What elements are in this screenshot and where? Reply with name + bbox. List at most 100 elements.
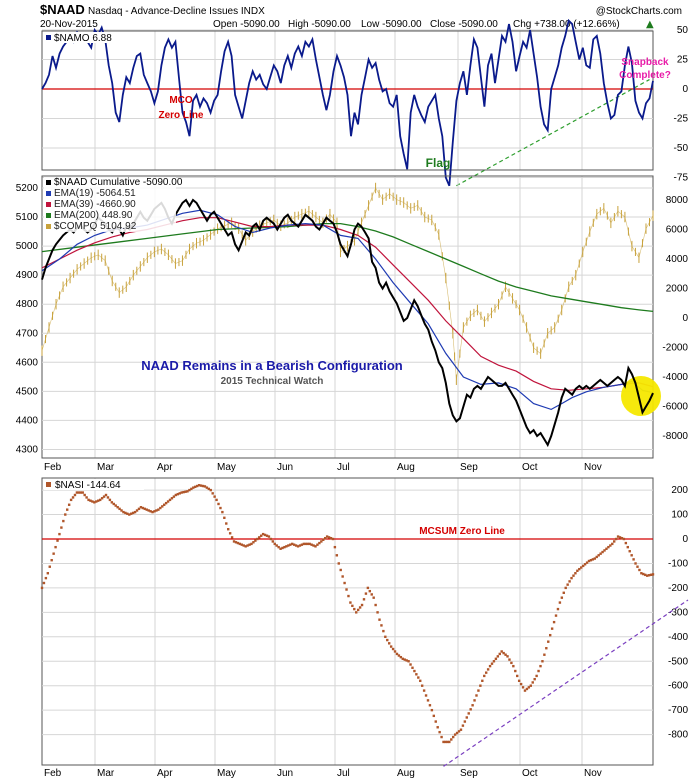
nasi-point	[289, 543, 292, 546]
nasi-point	[628, 550, 631, 553]
naad-left-tick-label: 5200	[16, 183, 39, 194]
naad-legend-swatch	[46, 213, 51, 218]
nasi-point	[291, 542, 294, 546]
nasi-point	[217, 502, 220, 506]
nasi-point	[341, 575, 344, 578]
nasi-month-label-oct: Oct	[522, 768, 538, 779]
nasi-point	[67, 503, 71, 506]
ohlc-low: Low -5090.00	[361, 19, 422, 30]
nasi-point	[486, 668, 490, 671]
nasi-point	[223, 516, 226, 520]
namo-tick-label: 50	[677, 25, 689, 36]
nasi-point	[267, 535, 271, 538]
nasi-point	[492, 660, 496, 663]
nasi-point	[366, 586, 370, 590]
nasi-point	[521, 686, 525, 689]
nasi-point	[417, 676, 420, 679]
nasi-point	[360, 603, 364, 607]
nasi-point	[298, 544, 302, 547]
nasi-point	[248, 543, 251, 546]
nasi-point	[265, 534, 269, 537]
nasi-point	[422, 689, 426, 692]
nasi-point	[364, 592, 368, 595]
flag-annotation: Flag	[426, 156, 451, 170]
nasi-point	[548, 633, 552, 637]
nasi-point	[440, 735, 443, 739]
highlight-circle	[621, 376, 661, 416]
naad-annotation-title: NAAD Remains in a Bearish Configuration	[141, 358, 403, 373]
nasi-point	[296, 545, 300, 548]
nasi-point	[87, 498, 90, 502]
nasi-point	[343, 581, 346, 585]
nasi-point	[285, 545, 288, 548]
nasi-point	[318, 541, 321, 545]
nasi-point	[213, 495, 216, 498]
symbol-title: $NAAD	[40, 2, 85, 17]
nasi-point	[444, 740, 447, 744]
nasi-point	[203, 485, 207, 488]
nasi-point	[149, 510, 152, 513]
nasi-frame	[41, 477, 654, 766]
nasi-point	[147, 509, 150, 512]
nasi-point	[81, 491, 84, 494]
mcsum-zero-line-annotation: MCSUM Zero Line	[419, 526, 505, 537]
nasi-point	[566, 583, 569, 586]
nasi-month-label-nov: Nov	[584, 768, 602, 779]
naad-month-label-sep: Sep	[460, 462, 478, 473]
nasi-point	[479, 684, 482, 687]
nasi-point	[574, 572, 577, 575]
nasi-point	[498, 652, 501, 656]
nasi-point	[583, 563, 587, 566]
change-value: Chg +738.00 (+12.66%)	[513, 19, 620, 30]
nasi-point	[593, 557, 597, 560]
nasi-point	[323, 536, 327, 540]
nasi-point	[62, 519, 65, 523]
nasi-point	[554, 614, 558, 617]
naad-month-label-oct: Oct	[522, 462, 538, 473]
nasi-point	[234, 541, 238, 544]
nasi-point	[409, 663, 412, 666]
naad-month-label-mar: Mar	[97, 462, 115, 473]
nasi-point	[277, 545, 280, 549]
nasi-tick-label: -600	[668, 681, 688, 692]
nasi-point	[453, 733, 457, 736]
naad-left-tick-label: 5000	[16, 241, 39, 252]
nasi-point	[356, 608, 360, 612]
nasi-point	[484, 671, 488, 674]
nasi-point	[114, 504, 117, 507]
snapback-complete-annotation: Complete?	[619, 70, 671, 81]
naad-left-tick-label: 4400	[16, 415, 39, 426]
nasi-point	[310, 543, 313, 546]
nasi-point	[178, 492, 181, 495]
mco-annotation: MCO	[169, 95, 193, 106]
nasi-legend-swatch	[46, 482, 51, 487]
nasi-point	[300, 543, 304, 546]
nasi-point	[275, 544, 278, 547]
nasi-point	[572, 574, 575, 577]
nasi-point	[432, 714, 436, 718]
nasi-point	[176, 492, 179, 496]
nasi-point	[523, 689, 527, 692]
nasi-month-label-sep: Sep	[460, 768, 478, 779]
nasi-point	[525, 687, 529, 691]
nasi-point	[502, 651, 505, 655]
nasi-point	[108, 498, 112, 502]
naad-left-tick-label: 4700	[16, 328, 39, 339]
nasi-panel: 200 100 0 -100 -200 -300 -400 -500 -600 -700 -800 $…	[40, 477, 688, 779]
nasi-point	[52, 552, 55, 555]
nasi-point	[508, 658, 511, 661]
nasi-point	[541, 660, 544, 663]
nasi-point	[256, 537, 259, 541]
nasi-point	[104, 493, 108, 497]
nasi-point	[50, 558, 53, 562]
nasi-point	[469, 708, 472, 711]
nasi-point	[389, 645, 393, 648]
nasi-point	[161, 505, 164, 508]
nasi-point	[56, 539, 59, 542]
nasi-point	[194, 485, 197, 489]
nasi-point	[75, 491, 79, 494]
naad-right-tick-label: 2000	[666, 284, 689, 295]
namo-series-line	[41, 18, 654, 187]
nasi-point	[306, 542, 309, 546]
nasi-point	[413, 669, 416, 673]
